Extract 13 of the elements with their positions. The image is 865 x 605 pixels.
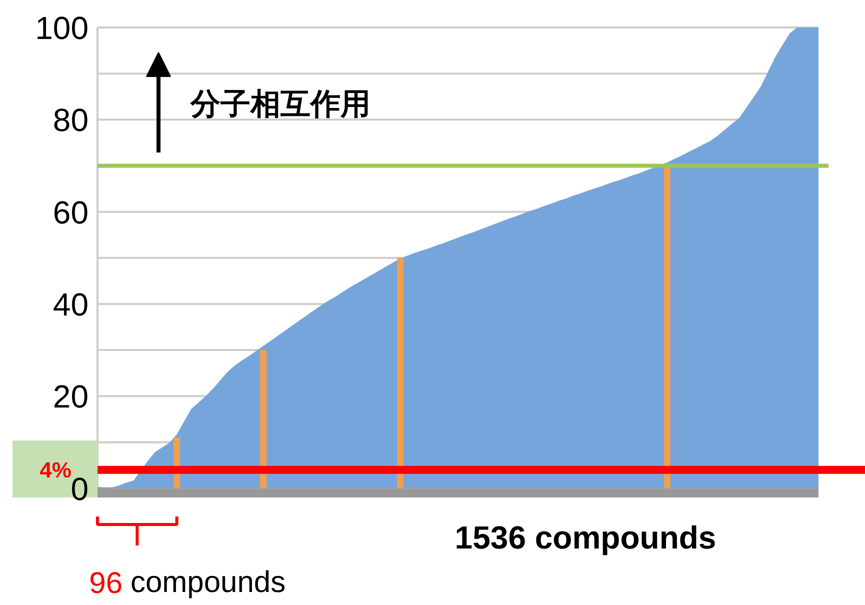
y-tick-label: 100 (35, 10, 88, 46)
y-tick-label: 60 (52, 194, 88, 230)
annotation: 分子相互作用 (190, 87, 370, 122)
ref-line-label: 4% (40, 457, 72, 482)
y-tick-label: 20 (52, 378, 88, 415)
y-tick-label: 0 (70, 470, 88, 507)
bar (664, 166, 670, 488)
text: 1536 compounds (454, 520, 716, 556)
bar (260, 350, 267, 488)
bar (397, 258, 404, 488)
y-tick-label: 40 (52, 286, 88, 322)
text: 96 compounds (89, 566, 286, 600)
y-tick-label: 80 (52, 102, 88, 138)
